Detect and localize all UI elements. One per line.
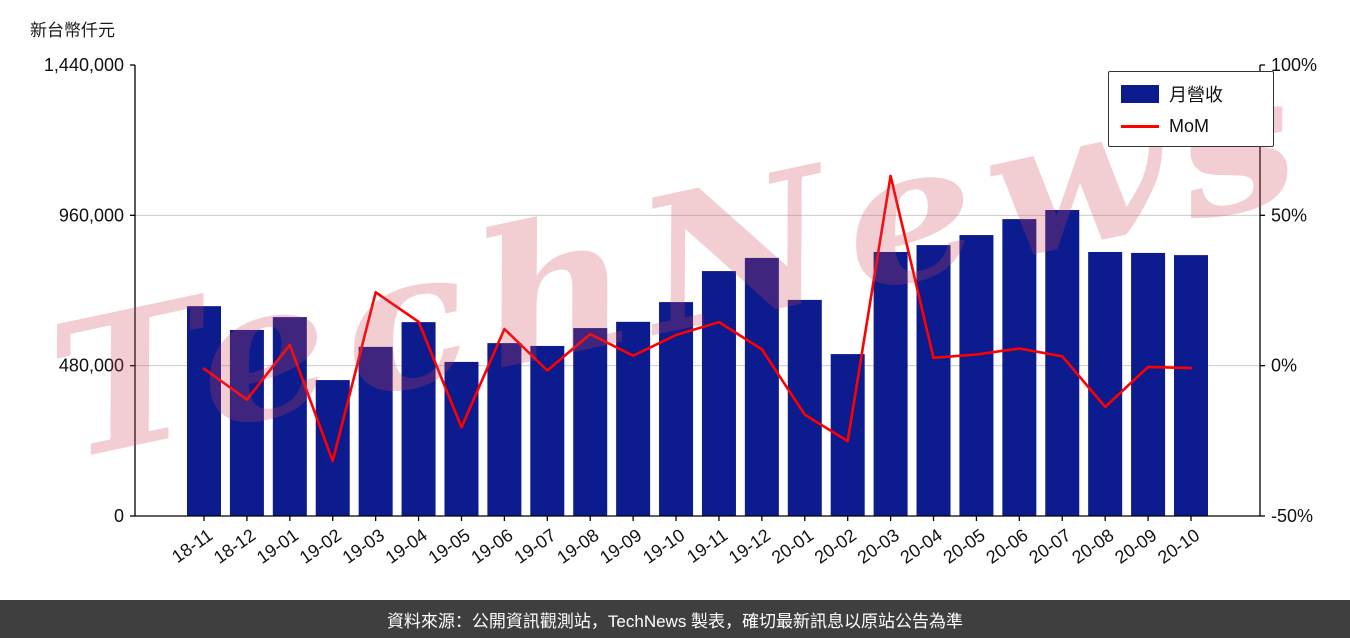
x-tick-label: 20-04 — [897, 525, 946, 568]
x-tick-label: 19-03 — [339, 525, 388, 568]
revenue-bar — [444, 361, 479, 516]
chart-area: 0 480,000 960,000 1,440,000 -50% 0% 50% 100% 18-… — [32, 23, 1330, 568]
revenue-bar — [744, 257, 779, 516]
revenue-bar — [1002, 219, 1037, 516]
left-tick-label: 480,000 — [59, 356, 124, 376]
revenue-bar — [315, 380, 350, 516]
mom-line — [202, 174, 1193, 463]
right-tick-label: -50% — [1271, 506, 1313, 526]
revenue-bar — [229, 329, 264, 516]
revenue-bar — [701, 271, 736, 516]
x-tick-label: 19-05 — [425, 525, 474, 568]
x-tick-label: 20-08 — [1068, 525, 1117, 568]
revenue-bar — [1174, 255, 1208, 517]
revenue-bar — [1045, 210, 1080, 516]
revenue-bar — [616, 321, 651, 516]
source-footer: 資料來源：公開資訊觀測站，TechNews 製表，確切最新訊息以原站公告為準 — [0, 600, 1350, 638]
legend-line-swatch-icon — [1121, 125, 1159, 128]
left-tick-label: 1,440,000 — [44, 55, 124, 75]
revenue-bar — [401, 322, 436, 516]
x-tick-label: 20-05 — [940, 525, 989, 568]
revenue-bar — [873, 251, 908, 516]
legend-revenue-label: 月營收 — [1169, 85, 1223, 105]
x-tick-label: 20-10 — [1154, 525, 1203, 568]
revenue-bar — [272, 317, 307, 516]
legend-mom-label: MoM — [1169, 116, 1209, 136]
x-tick-label: 19-07 — [510, 525, 559, 568]
chart-legend: 月營收 MoM — [1108, 71, 1274, 147]
x-tick-label: 19-12 — [725, 525, 774, 568]
revenue-bar — [573, 328, 608, 516]
x-tick-label: 19-01 — [253, 525, 302, 568]
x-tick-label: 19-10 — [639, 525, 688, 568]
revenue-bar — [487, 343, 522, 516]
x-tick-label: 19-08 — [553, 525, 602, 568]
x-tick-label: 19-02 — [296, 525, 345, 568]
x-tick-label: 20-06 — [982, 525, 1031, 568]
left-tick-label: 960,000 — [59, 205, 124, 225]
revenue-bar — [358, 346, 393, 516]
revenue-bar — [916, 245, 951, 517]
legend-item-revenue: 月營收 — [1121, 81, 1261, 107]
left-tick-label: 0 — [114, 506, 124, 526]
x-tick-label: 18-12 — [210, 525, 259, 568]
revenue-bar — [530, 345, 565, 516]
revenue-bar — [1131, 252, 1166, 516]
right-tick-label: 0% — [1271, 356, 1297, 376]
x-tick-label: 18-11 — [168, 525, 216, 567]
x-tick-label: 19-11 — [683, 525, 731, 567]
legend-bar-swatch-icon — [1121, 85, 1159, 103]
chart-canvas: 0 480,000 960,000 1,440,000 -50% 0% 50% 100% 18-… — [44, 55, 1317, 568]
source-text: 資料來源：公開資訊觀測站，TechNews 製表，確切最新訊息以原站公告為準 — [386, 611, 964, 631]
x-tick-label: 20-07 — [1025, 525, 1074, 568]
revenue-bar — [1088, 251, 1123, 516]
x-tick-label: 20-02 — [811, 525, 860, 568]
legend-item-mom: MoM — [1121, 116, 1261, 137]
right-tick-label: 100% — [1271, 55, 1317, 75]
revenue-bar — [959, 235, 994, 517]
x-tick-label: 20-03 — [854, 525, 903, 568]
x-tick-label: 20-09 — [1111, 525, 1160, 568]
x-tick-label: 19-04 — [382, 525, 431, 568]
revenue-bar — [187, 306, 221, 516]
x-tick-label: 19-09 — [596, 525, 645, 568]
y-axis-unit-label: 新台幣仟元 — [30, 21, 115, 40]
x-tick-label: 20-01 — [768, 525, 817, 568]
right-tick-label: 50% — [1271, 205, 1307, 225]
x-tick-label: 19-06 — [467, 525, 516, 568]
revenue-bar — [659, 302, 694, 516]
revenue-bar — [787, 299, 822, 516]
